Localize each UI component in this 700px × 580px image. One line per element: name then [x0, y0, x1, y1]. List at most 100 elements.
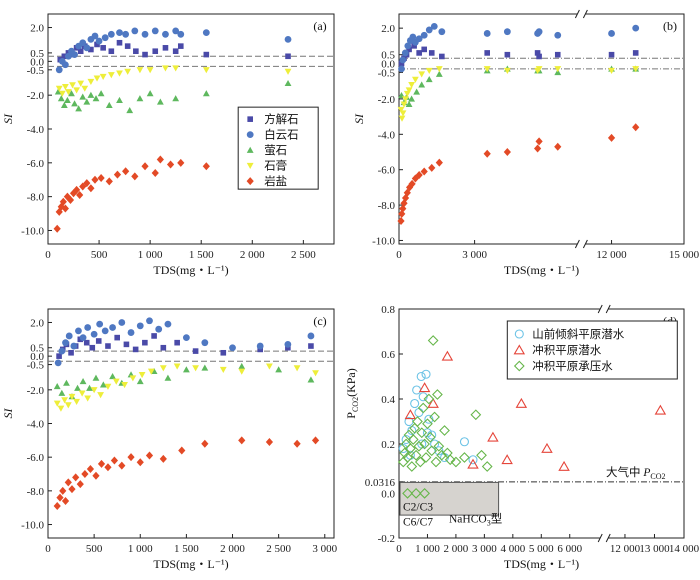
- data-point: [58, 90, 66, 97]
- data-point: [284, 68, 292, 75]
- box-type-suffix: 型: [491, 511, 503, 525]
- data-point: [56, 353, 62, 359]
- data-point: [69, 82, 76, 89]
- data-point: [201, 439, 209, 448]
- data-point: [70, 342, 78, 350]
- y-axis-label-sub: CO2: [351, 397, 360, 412]
- data-point: [203, 51, 210, 58]
- data-point: [307, 332, 315, 340]
- data-point: [398, 443, 408, 454]
- data-point: [122, 30, 130, 38]
- data-point: [86, 384, 93, 391]
- data-point: [53, 383, 61, 390]
- data-point: [79, 39, 87, 47]
- data-point: [133, 48, 139, 55]
- data-point: [178, 446, 186, 455]
- data-point: [93, 75, 101, 82]
- data-point: [238, 362, 246, 369]
- data-point: [202, 29, 210, 37]
- y-tick-label: -8.0: [378, 200, 396, 212]
- data-point: [172, 27, 180, 35]
- data-point: [95, 338, 102, 344]
- data-point: [503, 28, 511, 36]
- data-point: [256, 342, 264, 350]
- panel-c: 2.0 0.50.0-0.5 -2.0 -4.0 -6.0 -8.0 -10.00 500 1 …: [1, 308, 338, 571]
- y-tick-label: -4.0: [27, 419, 45, 431]
- data-point: [398, 60, 405, 67]
- data-point: [61, 397, 69, 404]
- data-point: [53, 224, 61, 233]
- data-point: [84, 324, 92, 331]
- data-point: [632, 123, 640, 132]
- data-point: [64, 402, 72, 409]
- data-point: [138, 371, 146, 379]
- data-point: [450, 456, 462, 468]
- data-point: [444, 454, 456, 466]
- data-point: [202, 90, 210, 97]
- data-point: [307, 376, 315, 383]
- x-tick-label: 12 000: [596, 249, 627, 261]
- box-label-c6c7: C6/C7: [403, 516, 433, 528]
- plot-frame: [398, 13, 685, 245]
- legend-marker: [246, 146, 254, 153]
- data-point: [408, 95, 415, 102]
- data-point: [59, 197, 67, 206]
- data-point: [83, 44, 91, 52]
- legend-marker: [246, 131, 254, 139]
- x-tick-label: 500: [86, 543, 103, 555]
- data-point: [146, 67, 154, 74]
- data-point: [397, 456, 409, 468]
- y-tick-label: 0.0316: [365, 477, 396, 489]
- legend-marker: [246, 177, 254, 186]
- data-point: [415, 35, 423, 43]
- data-point: [156, 155, 164, 164]
- data-point: [58, 389, 66, 396]
- y-tick-label: -0.5: [27, 65, 45, 77]
- data-point: [293, 439, 301, 448]
- series-2: [53, 362, 315, 400]
- data-point: [398, 115, 406, 122]
- x-tick-label: 13 000: [639, 543, 670, 555]
- data-point: [63, 379, 70, 386]
- data-point: [608, 67, 615, 75]
- data-point: [81, 85, 89, 92]
- data-point: [422, 418, 433, 430]
- data-point: [116, 39, 123, 46]
- data-point: [410, 449, 422, 461]
- data-point: [401, 434, 411, 445]
- data-point: [87, 184, 95, 193]
- data-point: [177, 30, 185, 38]
- data-point: [114, 334, 120, 341]
- y-tick-label: -8.0: [27, 486, 45, 498]
- data-point: [88, 46, 94, 53]
- data-point: [503, 67, 511, 75]
- data-point: [398, 65, 405, 73]
- data-point: [172, 48, 179, 55]
- y-tick-label: 2.0: [30, 23, 44, 35]
- data-point: [201, 364, 209, 371]
- data-point: [55, 66, 63, 74]
- series-1: [398, 22, 640, 73]
- y-tick-label: -10.0: [21, 225, 44, 237]
- data-point: [401, 49, 409, 57]
- axis-break-mark: [605, 533, 611, 543]
- data-point: [75, 327, 82, 335]
- data-point: [162, 30, 169, 38]
- data-point: [105, 101, 113, 109]
- legend-marker: [514, 329, 524, 339]
- data-point: [76, 190, 84, 199]
- data-point: [162, 45, 169, 51]
- legend-box: [506, 320, 678, 380]
- data-point: [285, 53, 291, 60]
- y-tick-label: -10.0: [372, 235, 395, 247]
- data-point: [177, 43, 184, 49]
- data-point: [59, 486, 67, 495]
- axis-break-mark: [597, 304, 603, 314]
- data-point: [108, 48, 115, 55]
- atmosphere-note: 大气中 PCO2: [606, 465, 666, 481]
- x-tick-label: 2 500: [266, 543, 291, 555]
- data-point: [238, 436, 246, 445]
- data-point: [535, 28, 543, 36]
- data-point: [416, 371, 426, 382]
